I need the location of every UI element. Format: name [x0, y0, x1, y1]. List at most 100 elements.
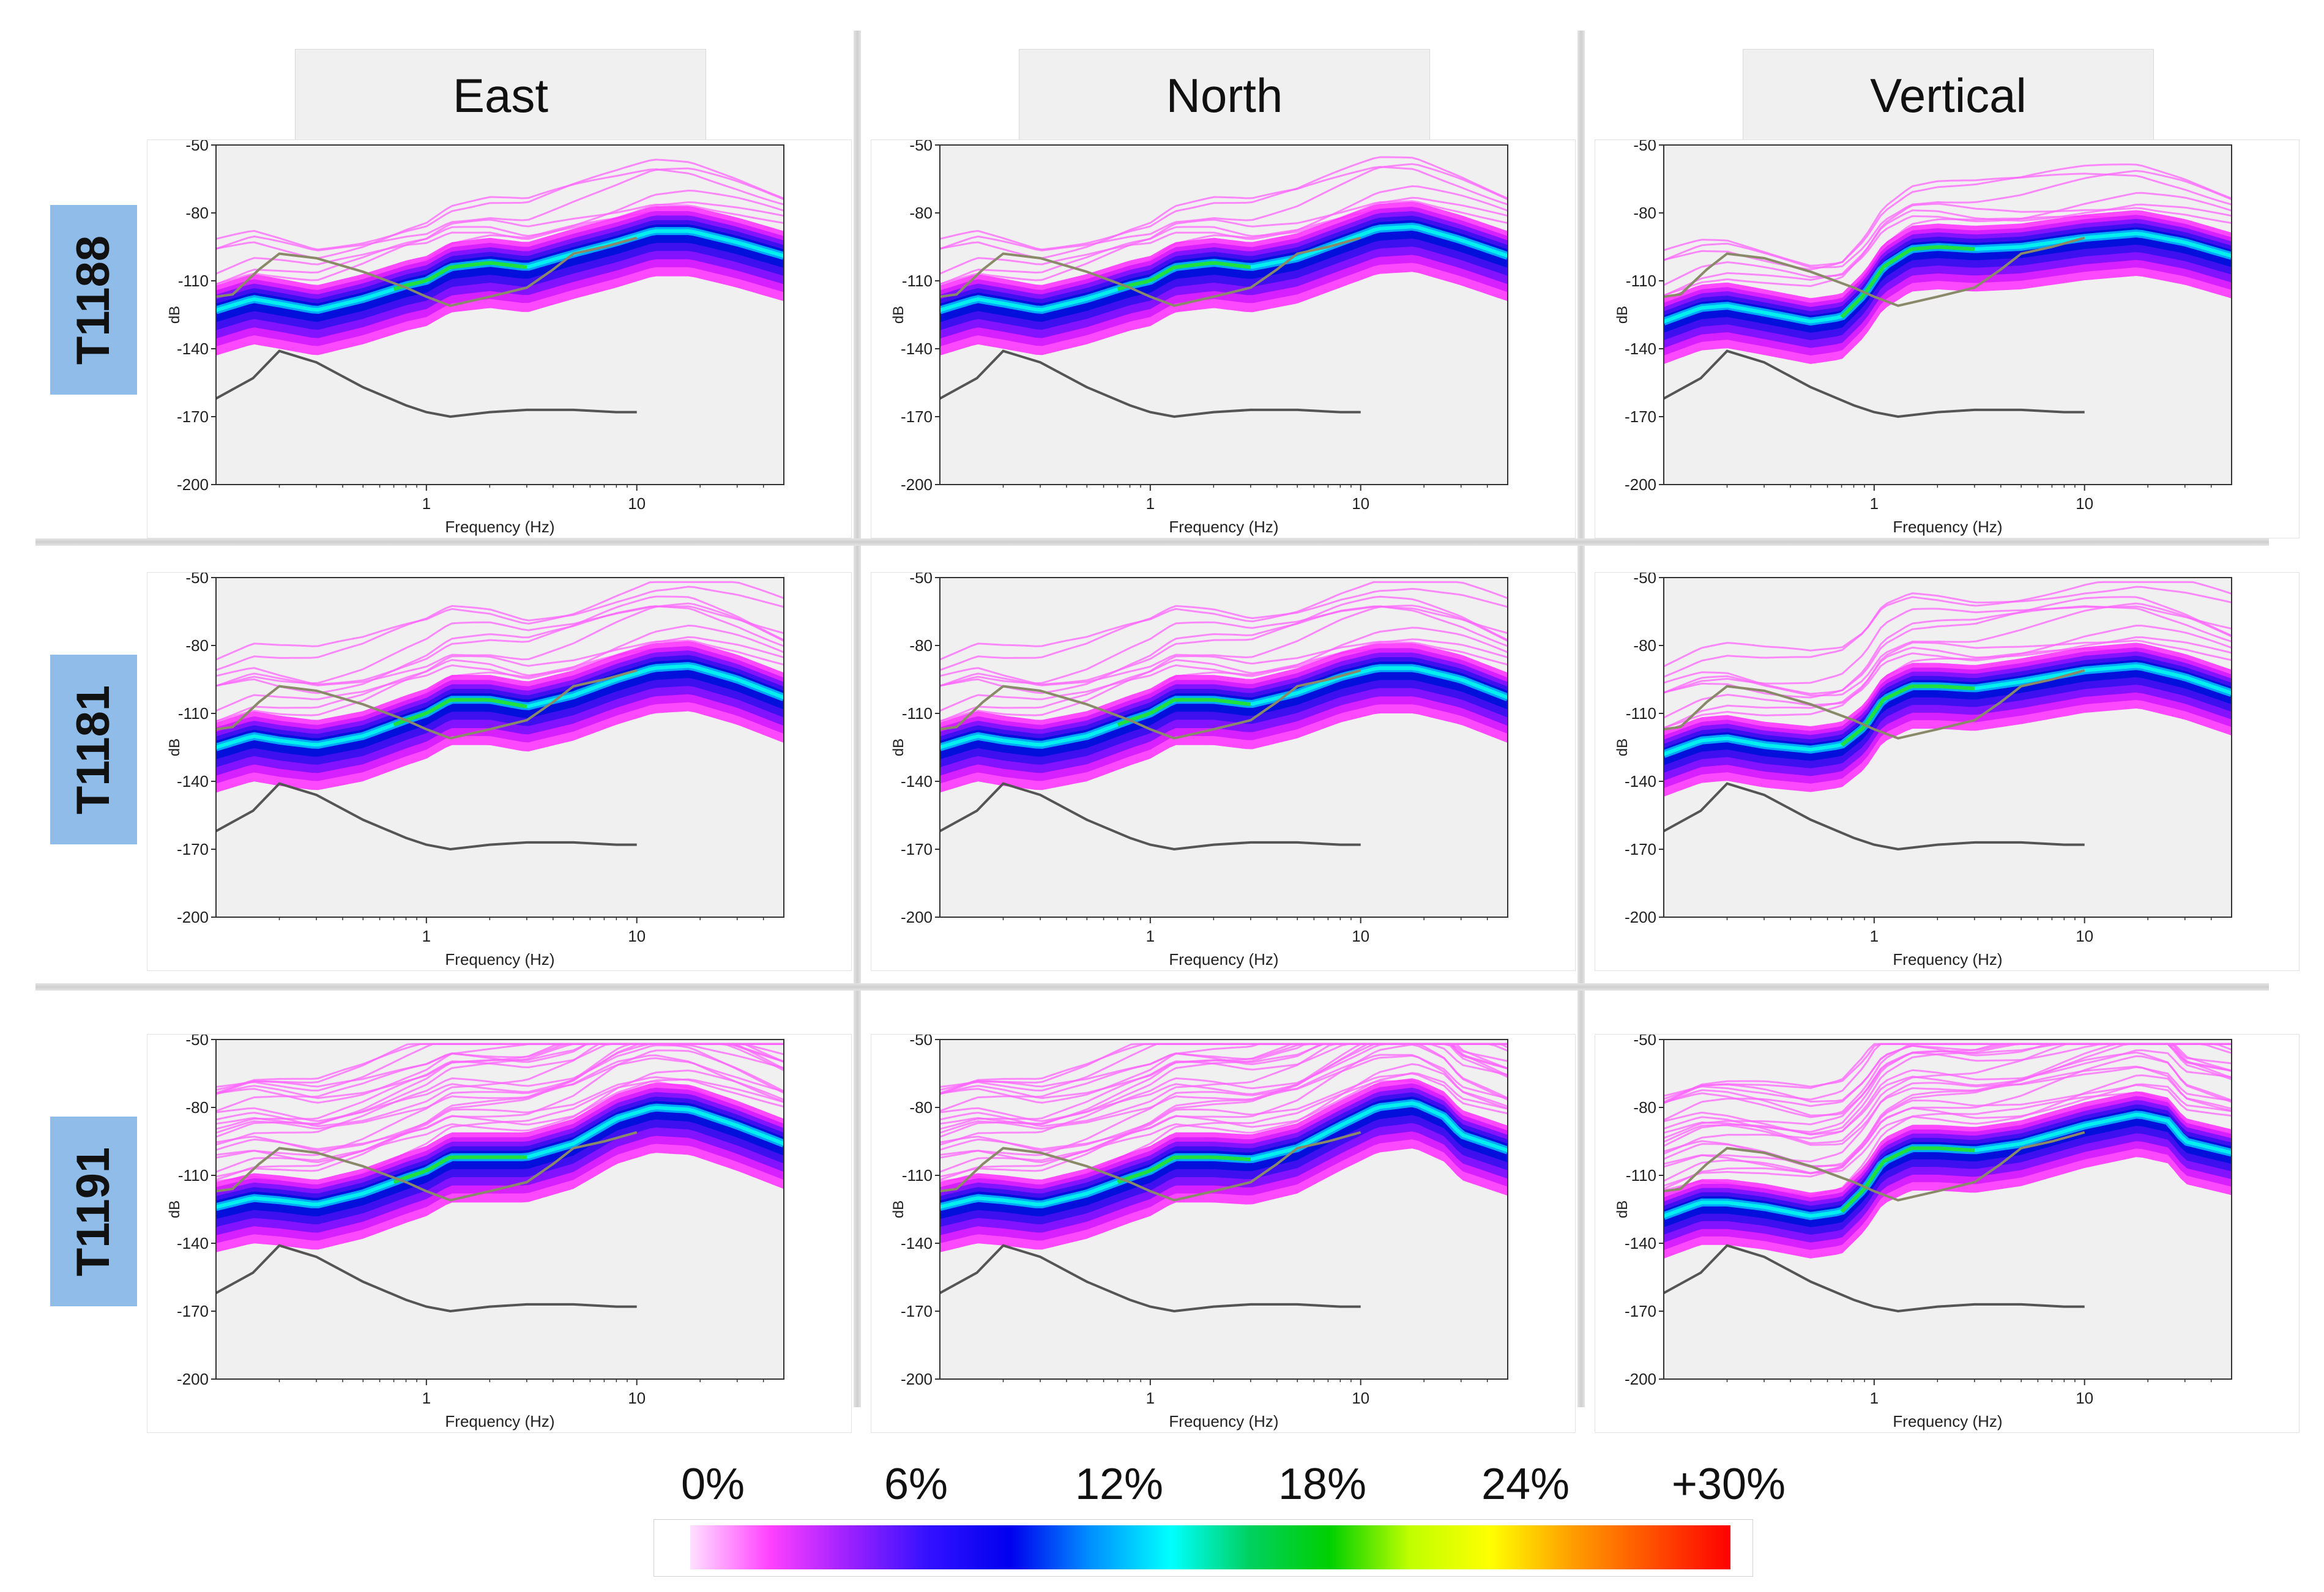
outlier-trace — [940, 605, 1508, 687]
x-axis-label: Frequency (Hz) — [445, 950, 554, 969]
x-tick-label: 10 — [2076, 494, 2093, 513]
outlier-trace — [216, 1049, 784, 1151]
y-tick-label: -80 — [909, 1098, 933, 1117]
outlier-trace — [1664, 639, 2232, 729]
y-tick-label: -200 — [1625, 908, 1656, 926]
high-noise-model-line — [216, 236, 638, 307]
low-noise-model-line — [940, 1244, 1361, 1313]
x-axis-label: Frequency (Hz) — [1169, 1412, 1278, 1430]
psd-panel-t1191-north: -50 -80 -110 -140 -170 -200 1 10 Frequency (Hz) d… — [871, 1034, 1576, 1433]
plot-frame — [939, 144, 1508, 485]
high-noise-model-line — [940, 669, 1361, 740]
row-label-t1181: T1181 — [50, 655, 137, 844]
high-noise-model-line — [940, 236, 1361, 307]
plot-frame — [939, 1039, 1508, 1380]
low-noise-model-line — [216, 1244, 637, 1313]
colorbar-label-0: 0% — [680, 1460, 745, 1509]
outlier-trace — [216, 624, 784, 712]
psd-plot: -50 -80 -110 -140 -170 -200 1 10 Frequency (Hz) d… — [1614, 573, 2232, 969]
x-axis-label: Frequency (Hz) — [1893, 950, 2002, 969]
high-noise-model-line — [216, 1131, 638, 1202]
y-tick-label: -80 — [185, 636, 209, 655]
outlier-trace — [1664, 636, 2232, 729]
row-label-t1191: T1191 — [50, 1117, 137, 1306]
mode-ridge-green — [393, 697, 527, 727]
outlier-trace — [940, 196, 1508, 286]
y-tick-label: -110 — [1626, 272, 1656, 290]
mode-ridge-green — [1117, 1155, 1251, 1184]
x-axis-label: Frequency (Hz) — [1893, 518, 2002, 536]
y-tick-label: -110 — [1626, 1166, 1656, 1185]
y-tick-label: -170 — [1625, 407, 1656, 426]
y-tick-label: -110 — [1626, 704, 1656, 723]
column-separator — [1577, 31, 1585, 1407]
column-separator — [854, 31, 861, 1407]
y-tick-label: -50 — [909, 1035, 933, 1049]
plot-frame — [1663, 1039, 2232, 1380]
outlier-trace — [940, 605, 1508, 694]
colorbar-label-6: 6% — [884, 1460, 948, 1509]
mode-ridge-green — [1840, 684, 1975, 747]
mode-ridge-green — [1117, 697, 1251, 727]
outlier-trace — [216, 605, 784, 694]
plot-frame — [215, 577, 784, 918]
y-tick-label: -140 — [901, 340, 933, 358]
y-tick-label: -170 — [901, 407, 933, 426]
psd-plot: -50 -80 -110 -140 -170 -200 1 10 Frequency (Hz) d… — [166, 1035, 784, 1430]
y-tick-label: -50 — [909, 140, 933, 154]
psd-plot: -50 -80 -110 -140 -170 -200 1 10 Frequency (Hz) d… — [890, 573, 1508, 969]
row-label-t1188: T1188 — [50, 205, 137, 395]
outlier-trace — [1664, 1066, 2232, 1168]
y-tick-label: -170 — [901, 1302, 933, 1320]
outlier-trace — [940, 641, 1508, 722]
y-tick-label: -110 — [902, 704, 933, 723]
outlier-trace — [216, 586, 784, 671]
low-noise-model-line — [1664, 782, 2085, 851]
y-tick-label: -50 — [909, 573, 933, 587]
outlier-trace — [216, 636, 784, 723]
outlier-trace — [940, 587, 1508, 671]
outlier-trace — [216, 605, 784, 687]
y-tick-label: -110 — [178, 704, 209, 723]
outlier-trace — [940, 1054, 1508, 1159]
x-tick-label: 10 — [628, 1389, 646, 1407]
outlier-trace — [940, 156, 1508, 251]
outlier-trace — [1664, 586, 2232, 678]
density-band — [1664, 223, 2232, 341]
y-tick-label: -140 — [901, 772, 933, 790]
x-tick-label: 1 — [1870, 927, 1879, 945]
psd-plot: -50 -80 -110 -140 -170 -200 1 10 Frequency (Hz) d… — [1614, 140, 2232, 536]
psd-plot: -50 -80 -110 -140 -170 -200 1 10 Frequency (Hz) d… — [890, 1035, 1508, 1430]
low-noise-model-line — [1664, 1244, 2085, 1313]
y-tick-label: -140 — [1625, 1234, 1656, 1252]
y-tick-label: -200 — [901, 908, 933, 926]
y-tick-label: -80 — [185, 1098, 209, 1117]
outlier-trace — [940, 604, 1508, 687]
x-tick-label: 1 — [1146, 927, 1155, 945]
outlier-trace — [216, 158, 784, 251]
outlier-trace — [1664, 203, 2232, 296]
row-separator — [35, 983, 2269, 991]
psd-panel-t1191-east: -50 -80 -110 -140 -170 -200 1 10 Frequency (Hz) d… — [147, 1034, 852, 1433]
y-axis-label: dB — [1614, 1200, 1631, 1218]
psd-panel-t1181-north: -50 -80 -110 -140 -170 -200 1 10 Frequency (Hz) d… — [871, 572, 1576, 971]
y-tick-label: -50 — [185, 573, 209, 587]
outlier-trace — [1664, 1083, 2232, 1190]
outlier-trace — [940, 581, 1508, 661]
low-noise-model-line — [216, 782, 637, 851]
psd-panel-t1188-north: -50 -80 -110 -140 -170 -200 1 10 Frequency (Hz) d… — [871, 139, 1576, 538]
plot-frame — [939, 577, 1508, 918]
y-tick-label: -140 — [1625, 772, 1656, 790]
plot-frame — [215, 1039, 784, 1380]
x-tick-label: 1 — [1146, 1389, 1155, 1407]
low-noise-model-line — [1664, 349, 2085, 418]
y-tick-label: -50 — [1633, 573, 1656, 587]
y-tick-label: -200 — [177, 1370, 209, 1388]
outlier-trace — [1664, 163, 2232, 267]
y-axis-label: dB — [890, 306, 907, 324]
x-tick-label: 1 — [1870, 494, 1879, 513]
x-tick-label: 10 — [2076, 927, 2093, 945]
y-tick-label: -50 — [1633, 1035, 1656, 1049]
x-axis-label: Frequency (Hz) — [445, 1412, 554, 1430]
